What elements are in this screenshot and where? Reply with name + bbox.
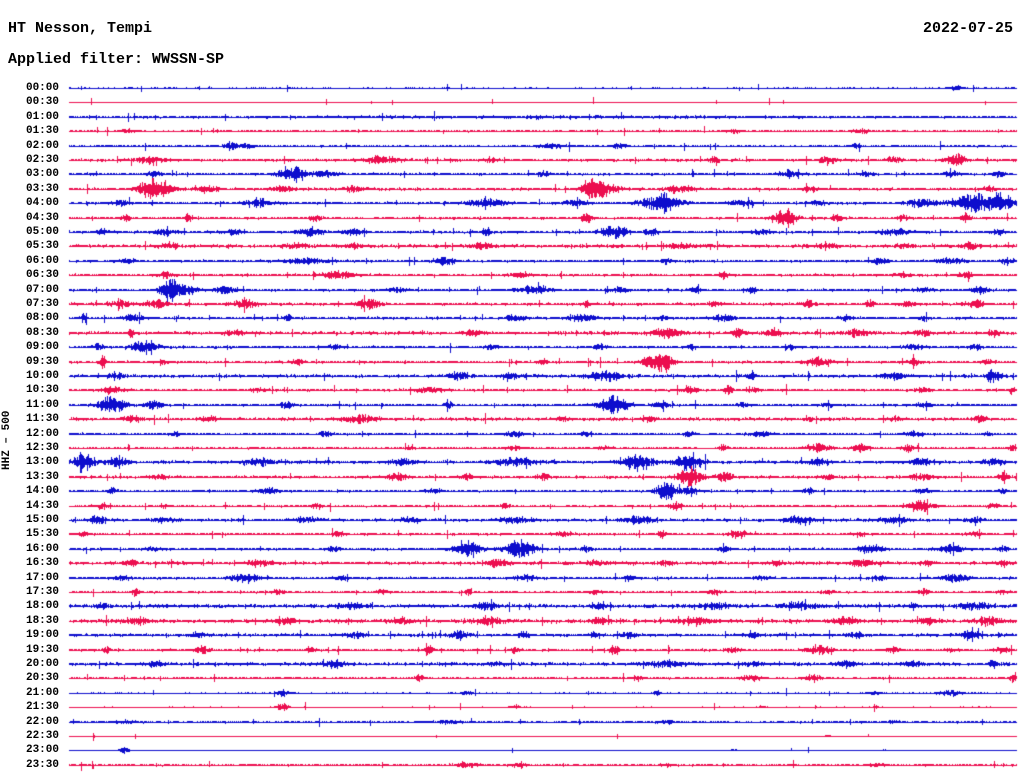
- helicorder-page: { "header": { "station_title": "HT Nesso…: [0, 0, 1024, 780]
- helicorder-traces-canvas: [0, 0, 1024, 780]
